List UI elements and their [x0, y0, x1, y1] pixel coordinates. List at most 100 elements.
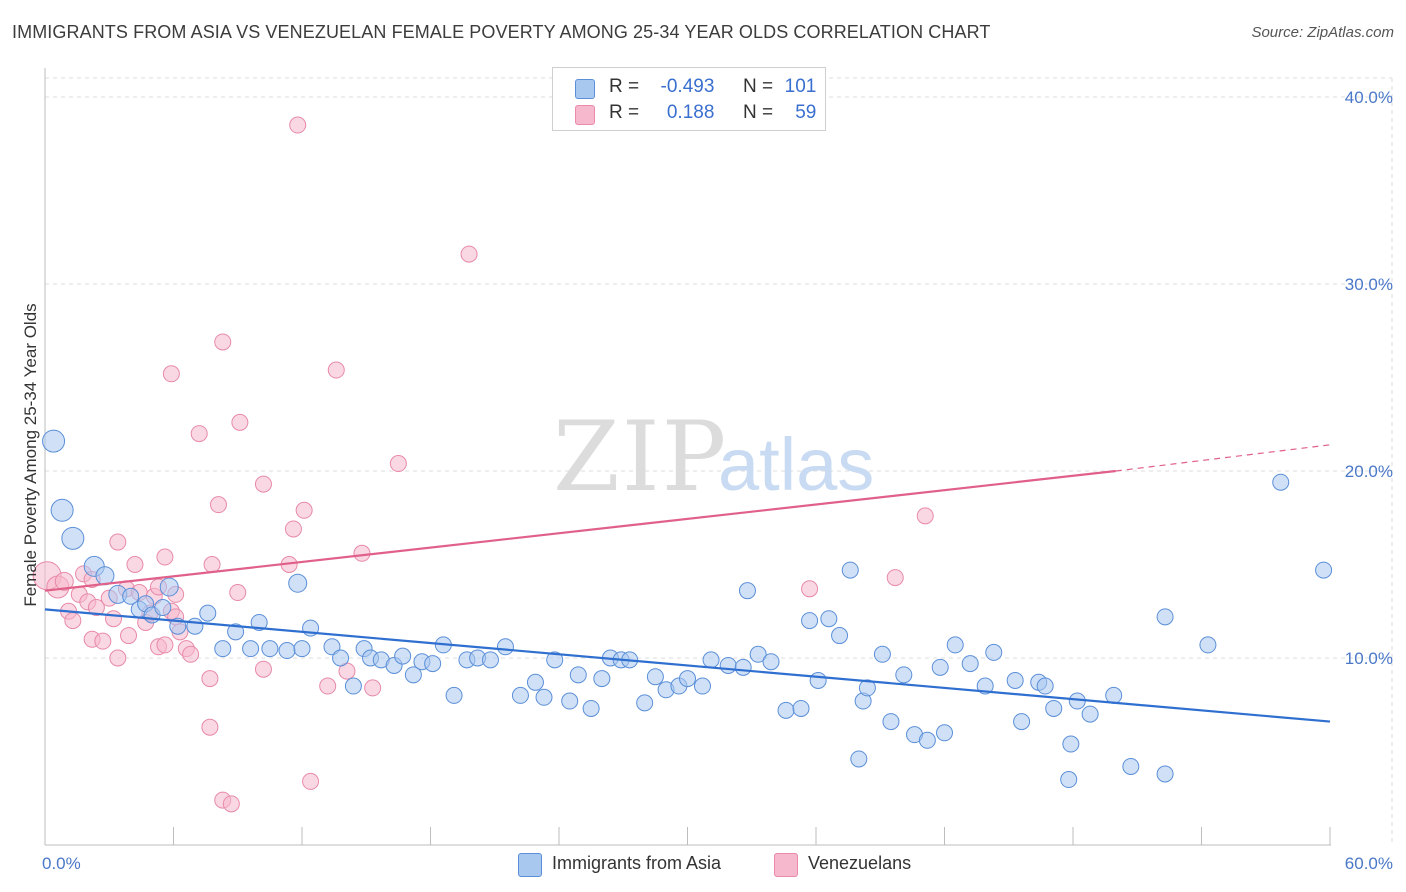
asia-point: [511, 686, 529, 704]
venezuelans-point: [64, 612, 82, 630]
watermark-atlas: atlas: [718, 423, 874, 506]
y-tick-label: 40.0%: [1345, 88, 1393, 107]
venezuelans-point: [105, 610, 123, 628]
venezuelans-point: [162, 365, 180, 383]
legend-n-value: 59: [795, 102, 817, 123]
venezuelans-point: [203, 556, 221, 573]
asia-point: [250, 613, 268, 631]
venezuelans-point: [801, 580, 819, 598]
asia-point: [159, 577, 179, 597]
venezuelans-point: [201, 718, 219, 736]
asia-point: [702, 651, 720, 669]
asia-point: [496, 638, 514, 656]
legend-n-value: 101: [784, 76, 817, 97]
asia-point: [261, 640, 279, 658]
asia-point: [961, 655, 979, 673]
asia-point: [593, 670, 611, 688]
asia-point: [323, 638, 341, 656]
venezuelans-point: [460, 245, 478, 263]
asia-point: [1006, 671, 1024, 689]
asia-point: [918, 731, 936, 749]
venezuelans-point: [229, 584, 247, 602]
asia-point: [792, 699, 810, 717]
venezuelans-point: [214, 333, 232, 351]
asia-point: [734, 658, 752, 676]
venezuelans-point: [364, 679, 382, 697]
asia-point: [1272, 473, 1290, 491]
asia-point: [719, 656, 737, 674]
asia-point: [582, 699, 600, 717]
asia-point: [762, 653, 780, 671]
venezuelans-point: [254, 660, 272, 678]
asia-point: [636, 694, 654, 712]
legend-swatch-asia: [518, 853, 542, 877]
legend-r-value: -0.493: [660, 76, 715, 97]
asia-point: [820, 610, 838, 628]
asia-point: [1122, 757, 1140, 775]
venezuelans-point: [916, 507, 934, 525]
asia-point: [546, 651, 564, 669]
asia-point: [882, 713, 900, 731]
venezuelans-point: [222, 795, 240, 813]
legend-swatch-asia: [575, 79, 595, 99]
venezuelans-point: [353, 544, 371, 562]
legend-stats-venezuelans: R = 0.188 N = 59: [609, 102, 816, 124]
venezuelans-point: [295, 501, 313, 519]
venezuelans-point: [327, 361, 345, 379]
venezuelans-point: [231, 413, 249, 431]
asia-trend-line: [44, 608, 1331, 723]
asia-point: [1156, 608, 1174, 626]
asia-point: [946, 636, 964, 654]
venezuelans-point: [126, 556, 144, 573]
asia-point: [288, 573, 308, 593]
asia-point: [777, 701, 795, 719]
venezuelans-point: [289, 116, 307, 134]
venezuelans-point: [209, 496, 227, 514]
legend-n-label: N =: [742, 102, 774, 123]
venezuelans-point: [109, 649, 127, 667]
venezuelans-point: [254, 475, 272, 493]
asia-point: [293, 640, 311, 658]
asia-point: [873, 645, 891, 663]
asia-point: [936, 724, 953, 742]
y-tick-label: 10.0%: [1345, 649, 1393, 668]
asia-point: [199, 604, 217, 622]
asia-point: [95, 566, 115, 586]
asia-point: [569, 666, 587, 684]
venezuelans-point: [94, 632, 112, 650]
asia-point: [831, 627, 849, 645]
legend-swatch-venezuelans: [774, 853, 798, 877]
y-tick-label: 30.0%: [1345, 275, 1393, 294]
legend-stats-asia: R = -0.493 N = 101: [609, 76, 816, 98]
asia-point: [895, 666, 913, 684]
legend-n-label: N =: [742, 76, 774, 97]
asia-point: [481, 651, 499, 669]
venezuelans-point: [182, 645, 200, 663]
legend-r-label: R =: [609, 102, 640, 123]
legend-swatch-venezuelans: [575, 105, 595, 125]
asia-point: [50, 498, 74, 522]
asia-point: [1081, 705, 1099, 723]
asia-point: [679, 670, 696, 688]
venezuelans-point: [54, 571, 74, 591]
asia-point: [1315, 561, 1333, 579]
venezuelans-point: [284, 520, 302, 538]
chart-title: IMMIGRANTS FROM ASIA VS VENEZUELAN FEMAL…: [12, 22, 991, 42]
asia-point: [801, 612, 819, 630]
asia-point: [858, 679, 876, 697]
tick-labels: 10.0% 20.0% 30.0% 40.0% 0.0% 60.0%: [42, 88, 1393, 873]
asia-point: [186, 617, 204, 635]
axes: [44, 68, 1331, 846]
venezuelans-point: [120, 627, 138, 645]
asia-point: [42, 429, 66, 453]
venezuelans-point: [302, 772, 320, 790]
watermark-zip: ZIP: [553, 401, 728, 513]
asia-point: [1045, 699, 1063, 717]
asia-point: [1036, 677, 1054, 695]
x-tick-label: 0.0%: [42, 854, 81, 873]
asia-point: [535, 688, 553, 706]
watermark: ZIP atlas: [553, 401, 874, 513]
venezuelans-point: [389, 455, 407, 473]
venezuelans-point: [201, 670, 219, 688]
